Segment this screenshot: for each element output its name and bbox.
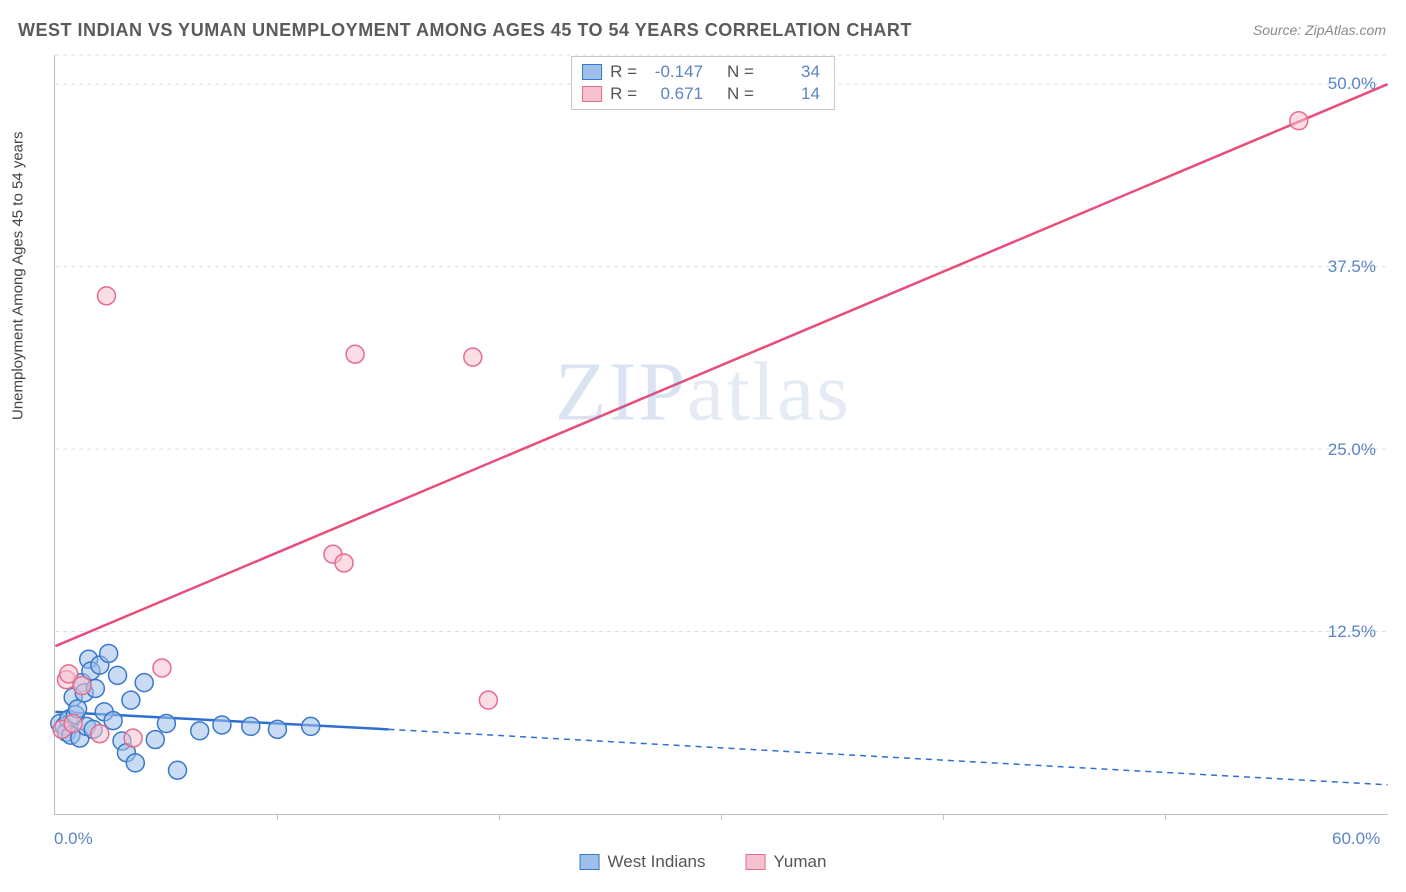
y-tick-label: 37.5% xyxy=(1328,257,1376,277)
n-value: 34 xyxy=(762,61,820,83)
legend-label: Yuman xyxy=(774,852,827,872)
plot-area: 12.5% 25.0% 37.5% 50.0% xyxy=(54,55,1388,815)
r-value: -0.147 xyxy=(645,61,703,83)
n-label: N = xyxy=(727,83,754,105)
legend-swatch-west-indians xyxy=(580,854,600,870)
n-value: 14 xyxy=(762,83,820,105)
swatch-yuman xyxy=(582,86,602,102)
legend-item-yuman: Yuman xyxy=(746,852,827,872)
x-min-label: 0.0% xyxy=(54,829,93,849)
correlation-chart: WEST INDIAN VS YUMAN UNEMPLOYMENT AMONG … xyxy=(0,0,1406,892)
plot-svg xyxy=(55,55,1388,814)
y-tick-label: 12.5% xyxy=(1328,622,1376,642)
chart-title: WEST INDIAN VS YUMAN UNEMPLOYMENT AMONG … xyxy=(18,20,912,41)
stats-legend: R = -0.147 N = 34 R = 0.671 N = 14 xyxy=(571,56,835,110)
legend-swatch-yuman xyxy=(746,854,766,870)
x-max-label: 60.0% xyxy=(1332,829,1380,849)
swatch-west-indians xyxy=(582,64,602,80)
y-axis-label: Unemployment Among Ages 45 to 54 years xyxy=(10,131,27,420)
legend-item-west-indians: West Indians xyxy=(580,852,706,872)
r-value: 0.671 xyxy=(645,83,703,105)
r-label: R = xyxy=(610,61,637,83)
y-tick-label: 50.0% xyxy=(1328,74,1376,94)
y-tick-label: 25.0% xyxy=(1328,440,1376,460)
stats-row-yuman: R = 0.671 N = 14 xyxy=(582,83,820,105)
stats-row-west-indians: R = -0.147 N = 34 xyxy=(582,61,820,83)
series-legend: West Indians Yuman xyxy=(580,852,827,872)
n-label: N = xyxy=(727,61,754,83)
r-label: R = xyxy=(610,83,637,105)
source-attribution: Source: ZipAtlas.com xyxy=(1253,22,1386,38)
legend-label: West Indians xyxy=(608,852,706,872)
